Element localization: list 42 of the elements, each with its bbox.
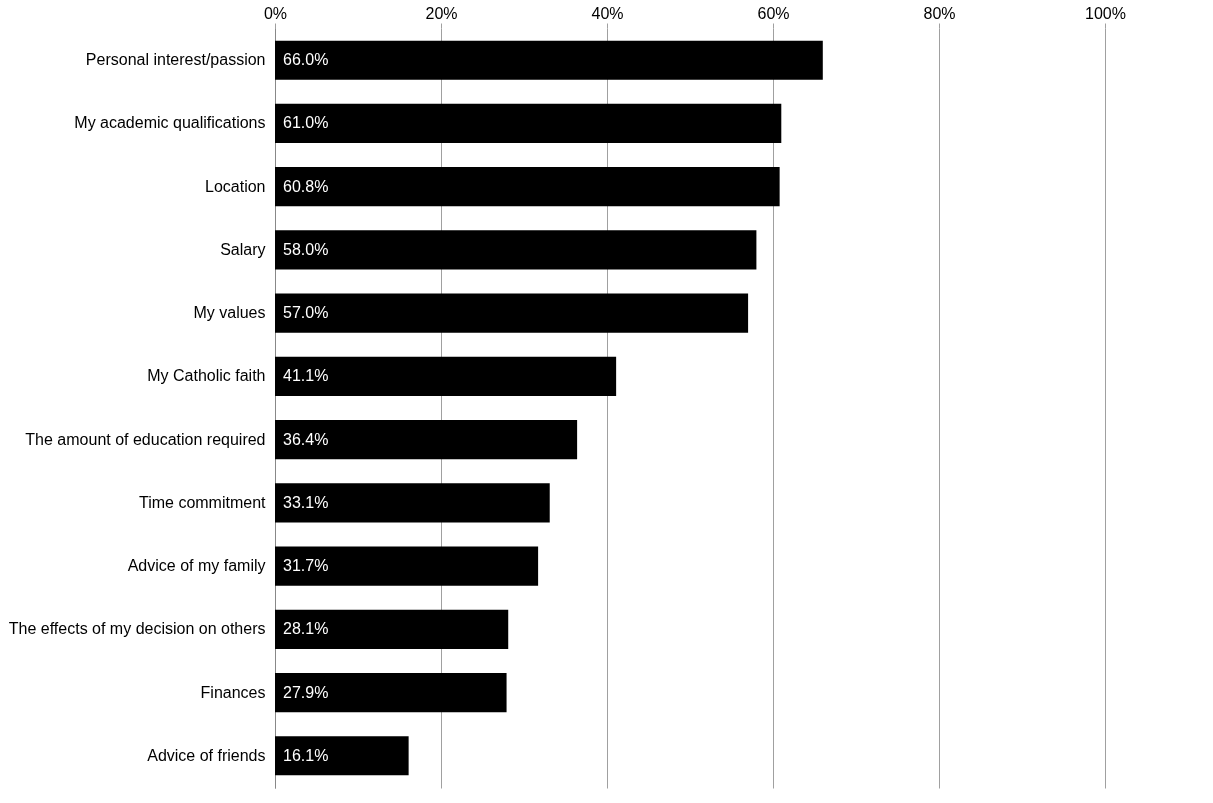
- data-label: 27.9%: [283, 683, 329, 701]
- y-tick-label: Finances: [200, 683, 266, 701]
- data-label: 16.1%: [283, 746, 329, 764]
- data-label: 36.4%: [283, 430, 329, 448]
- data-label: 41.1%: [283, 367, 329, 385]
- x-tick-label: 0%: [263, 4, 288, 22]
- y-tick-label: My academic qualifications: [74, 114, 266, 132]
- bar: [275, 672, 507, 713]
- y-tick-label: Time commitment: [138, 493, 267, 511]
- y-tick-label: The effects of my decision on others: [8, 620, 266, 638]
- bar: [275, 40, 823, 80]
- data-label: 61.0%: [283, 114, 329, 132]
- bar: [275, 546, 539, 586]
- data-label: 66.0%: [283, 51, 329, 69]
- bar: [275, 293, 749, 333]
- y-tick-label: Salary: [220, 240, 266, 258]
- x-tick-label: 60%: [757, 4, 790, 22]
- x-tick-label: 100%: [1085, 4, 1126, 22]
- data-label: 58.0%: [283, 240, 329, 258]
- x-tick-label: 80%: [923, 4, 956, 22]
- bar: [275, 609, 509, 649]
- y-tick-label: Personal interest/passion: [85, 51, 266, 69]
- data-label: 28.1%: [283, 620, 329, 638]
- bar: [275, 483, 550, 523]
- y-tick-label: My Catholic faith: [147, 367, 266, 385]
- bar: [275, 103, 782, 144]
- data-label: 33.1%: [283, 493, 329, 511]
- x-tick-label: 20%: [425, 4, 458, 22]
- bar: [275, 230, 757, 270]
- y-tick-label: My values: [193, 304, 266, 322]
- data-label: 60.8%: [283, 177, 329, 195]
- y-tick-label: The amount of education required: [25, 430, 266, 448]
- x-tick-label: 40%: [591, 4, 624, 22]
- y-tick-label: Advice of friends: [147, 746, 266, 764]
- data-label: 57.0%: [283, 304, 329, 322]
- bar: [275, 420, 578, 460]
- bar: [275, 356, 617, 396]
- y-tick-label: Location: [205, 177, 266, 195]
- bar: [275, 167, 780, 207]
- y-tick-label: Advice of my family: [127, 557, 266, 575]
- bar: [275, 736, 409, 776]
- data-label: 31.7%: [283, 557, 329, 575]
